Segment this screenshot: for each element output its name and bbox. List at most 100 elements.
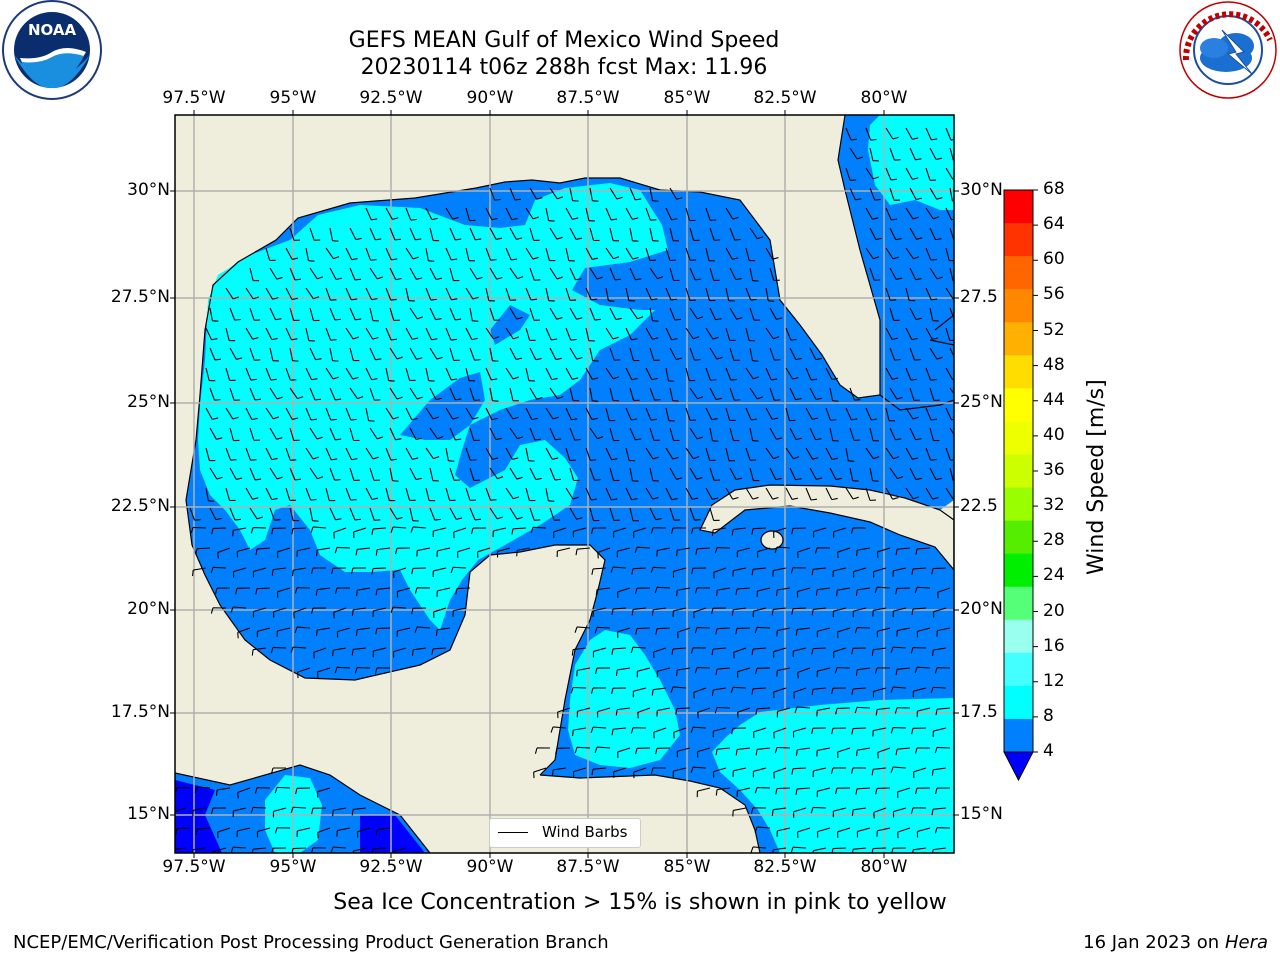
wind-barb-flag — [433, 456, 440, 460]
wind-barb-flag — [332, 810, 334, 817]
colorbar-tick-label: 16 — [1043, 635, 1065, 656]
wind-barb — [652, 566, 667, 569]
wind-barb — [773, 807, 787, 811]
wind-barb — [789, 467, 797, 480]
wind-barb-flag — [690, 727, 694, 734]
wind-barb — [789, 347, 797, 360]
wind-barb — [776, 746, 791, 749]
wind-barb-flag — [915, 477, 922, 481]
wind-barb-flag — [396, 516, 403, 520]
wind-barb-flag — [735, 588, 738, 596]
wind-barb — [245, 367, 252, 381]
wind-barb — [405, 407, 413, 420]
wind-barb — [445, 407, 454, 420]
wind-barb — [837, 747, 851, 753]
wind-barb-flag — [890, 686, 894, 693]
wind-barb — [945, 447, 951, 461]
wind-barb — [485, 247, 492, 261]
wind-barb — [889, 187, 895, 201]
wind-barb — [925, 127, 932, 141]
wind-barb-flag — [576, 356, 583, 360]
wind-barb — [529, 387, 538, 400]
wind-barb — [756, 826, 771, 829]
wind-barb-flag — [592, 377, 599, 380]
wind-barb-flag — [270, 767, 274, 774]
wind-barb-flag — [851, 418, 858, 421]
wind-barb — [625, 207, 633, 220]
wind-barb — [465, 327, 473, 340]
map-frame — [174, 114, 955, 854]
wind-barb-flag — [711, 529, 714, 536]
wind-barb — [609, 187, 618, 200]
wind-barb-flag — [676, 550, 678, 557]
wind-barb-flag — [676, 670, 678, 677]
wind-barb — [512, 527, 527, 530]
wind-barb-flag — [856, 156, 863, 160]
wind-barb — [689, 467, 698, 480]
wind-barb-flag — [934, 667, 938, 674]
wind-barb — [309, 227, 315, 241]
wind-barb — [717, 747, 731, 750]
wind-barb-flag — [750, 846, 754, 853]
wind-barb-flag — [751, 688, 754, 695]
wind-barb — [725, 407, 731, 421]
wind-barb — [609, 267, 616, 281]
wind-barb-flag — [552, 457, 559, 460]
wind-barb-flag — [855, 669, 858, 676]
wind-barb — [853, 607, 867, 612]
wind-barb-flag — [276, 437, 283, 440]
wind-barb — [913, 847, 927, 851]
wind-barb — [609, 427, 614, 441]
wind-barb — [865, 407, 872, 421]
wind-barb — [285, 367, 291, 381]
wind-barb — [345, 327, 354, 340]
wind-barb — [592, 567, 607, 570]
wind-barb-flag — [694, 519, 701, 521]
wind-barb — [649, 347, 655, 361]
wind-barb — [565, 447, 571, 461]
wind-barb — [569, 187, 574, 201]
wind-barb — [737, 707, 751, 713]
wind-barb-flag — [570, 338, 577, 341]
wind-barb-flag — [210, 807, 214, 814]
wind-barb-flag — [516, 476, 523, 480]
wind-barb — [249, 387, 256, 401]
wind-barb — [229, 467, 237, 480]
wind-barb — [429, 507, 436, 521]
wind-barb-flag — [431, 217, 438, 221]
wind-barb-flag — [710, 608, 714, 615]
wind-barb-flag — [592, 257, 599, 260]
wind-barb-flag — [611, 458, 618, 461]
wind-barb-flag — [913, 256, 920, 260]
wind-barb — [929, 467, 937, 480]
wind-barb-flag — [715, 789, 718, 796]
wind-barb-flag — [390, 338, 398, 341]
wind-barb-flag — [354, 518, 361, 521]
wind-barb — [445, 287, 452, 301]
wind-barb — [545, 407, 554, 420]
wind-barb — [729, 467, 737, 480]
colorbar-tick-label: 56 — [1043, 284, 1065, 305]
wind-barb — [325, 487, 330, 501]
wind-barb — [565, 327, 572, 341]
wind-barb — [292, 806, 307, 809]
wind-barb-flag — [572, 730, 574, 737]
wind-barb — [925, 447, 932, 461]
wind-barb — [389, 507, 398, 520]
wind-barb — [549, 507, 555, 521]
wind-barb-flag — [831, 848, 834, 853]
wind-barb — [833, 647, 847, 653]
wind-barb — [317, 547, 331, 551]
wind-barb-flag — [912, 496, 919, 500]
wind-barb — [897, 827, 911, 833]
wind-barb — [332, 846, 347, 849]
wind-barb — [585, 287, 592, 301]
wind-barb — [393, 567, 407, 573]
wind-barb-flag — [515, 357, 523, 361]
colorbar-segment — [1004, 718, 1033, 753]
wind-barb-flag — [271, 569, 274, 576]
colorbar-tick-label: 4 — [1043, 741, 1054, 761]
wind-barb — [489, 467, 498, 480]
wind-barb — [792, 607, 807, 610]
wind-barb — [669, 307, 676, 321]
